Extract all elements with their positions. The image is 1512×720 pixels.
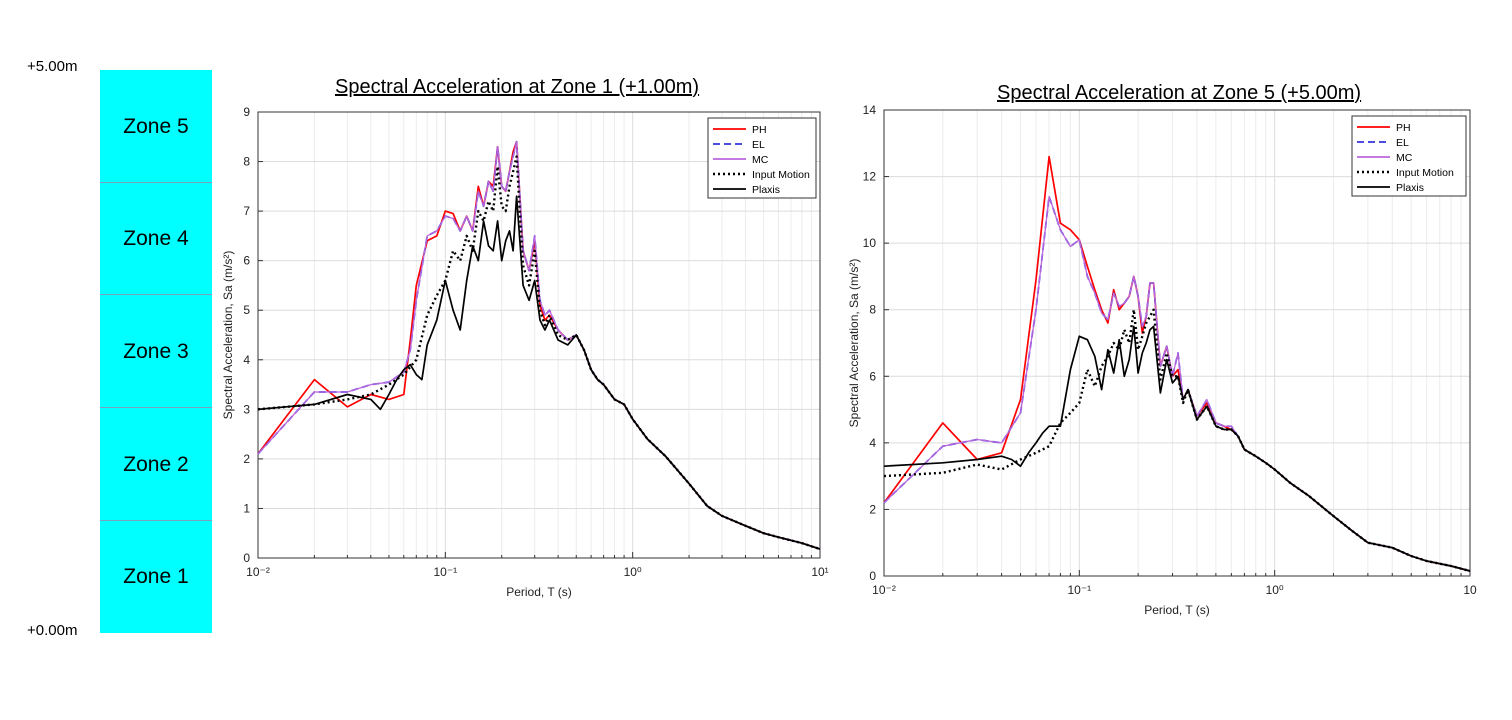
series-el: [257, 140, 821, 550]
y-tick-label: 6: [243, 254, 250, 268]
series-input-motion: [257, 155, 821, 551]
chart-2-title: Spectral Acceleration at Zone 5 (+5.00m): [997, 82, 1362, 104]
zone-label: Zone 1: [123, 565, 189, 588]
legend-label: Input Motion: [752, 169, 810, 181]
zone-4-block: Zone 4: [100, 183, 212, 295]
zone-divider: [100, 182, 212, 183]
zone-divider: [100, 407, 212, 408]
legend: PH EL MC Input Motion Plaxis: [707, 117, 817, 199]
x-tick-label: 10⁰: [624, 565, 642, 579]
y-tick-label: 1: [243, 501, 250, 515]
legend-label: MC: [752, 154, 769, 166]
y-tick-label: 2: [869, 502, 876, 516]
legend-label: Plaxis: [752, 184, 780, 196]
y-tick-label: 12: [863, 170, 877, 184]
series-mc: [257, 141, 821, 550]
series-ph: [257, 140, 821, 550]
zone-label: Zone 4: [123, 227, 189, 250]
y-tick-label: 9: [243, 105, 250, 119]
series-el: [883, 195, 1471, 572]
y-axis-label: Spectral Acceleration, Sa (m/s²): [221, 251, 235, 420]
y-tick-label: 3: [243, 402, 250, 416]
legend-box: [707, 117, 817, 199]
y-tick-label: 4: [869, 436, 876, 450]
x-axis-label: Period, T (s): [1144, 603, 1210, 617]
legend-label: EL: [752, 139, 765, 151]
x-tick-label: 10⁰: [1266, 583, 1284, 597]
y-tick-label: 5: [243, 303, 250, 317]
zone-2-block: Zone 2: [100, 408, 212, 521]
zone-5-block: Zone 5: [100, 70, 212, 183]
zone-label: Zone 5: [123, 114, 189, 138]
chart-zone-1: 0 1 2 3 4 5 6 7 8 9 10⁻² 10⁻¹ 10⁰ 10¹ Period, T (s) Spe…: [221, 105, 829, 599]
x-tick-label: 10: [1463, 583, 1477, 597]
y-tick-label: 0: [243, 551, 250, 565]
x-axis-label: Period, T (s): [506, 585, 572, 599]
y-tick-label: 8: [243, 155, 250, 169]
y-tick-label: 0: [869, 569, 876, 583]
axes-box: [257, 111, 821, 559]
zone-divider: [100, 520, 212, 521]
legend: PH EL MC Input Motion Plaxis: [1351, 115, 1467, 197]
y-tick-label: 14: [863, 103, 877, 117]
x-tick-label: 10⁻¹: [433, 565, 457, 579]
y-tick-label: 4: [243, 353, 250, 367]
x-tick-label: 10⁻¹: [1067, 583, 1091, 597]
axes-box: [883, 109, 1471, 577]
legend-label: PH: [1396, 122, 1411, 134]
legend-label: Input Motion: [1396, 167, 1454, 179]
x-tick-label: 10⁻²: [872, 583, 896, 597]
y-tick-label: 8: [869, 303, 876, 317]
series-plaxis: [883, 325, 1471, 572]
x-tick-label: 10⁻²: [246, 565, 270, 579]
y-tick-label: 7: [243, 204, 250, 218]
zone-1-block: Zone 1: [100, 521, 212, 633]
profile-bottom-label: +0.00m: [27, 622, 78, 639]
y-tick-label: 10: [863, 236, 877, 250]
legend-label: EL: [1396, 137, 1409, 149]
zone-divider: [100, 294, 212, 295]
legend-label: PH: [752, 124, 767, 136]
zone-label: Zone 3: [123, 339, 189, 363]
profile-top-label: +5.00m: [27, 58, 78, 75]
series-plaxis: [257, 195, 821, 550]
legend-label: MC: [1396, 152, 1413, 164]
series-ph: [883, 155, 1471, 572]
y-axis-label: Spectral Acceleration, Sa (m/s²): [847, 259, 861, 428]
legend-label: Plaxis: [1396, 182, 1424, 194]
chart-zone-5: 0 2 4 6 8 10 12 14 10⁻² 10⁻¹ 10⁰ 10 Period, T (s) Spe…: [847, 103, 1477, 617]
series-mc: [883, 195, 1471, 572]
x-tick-label: 10¹: [811, 565, 828, 579]
zone-label: Zone 2: [123, 452, 189, 476]
chart-1-title: Spectral Acceleration at Zone 1 (+1.00m): [335, 76, 700, 98]
y-tick-label: 2: [243, 452, 250, 466]
zone-3-block: Zone 3: [100, 295, 212, 408]
legend-box: [1351, 115, 1467, 197]
y-tick-label: 6: [869, 369, 876, 383]
